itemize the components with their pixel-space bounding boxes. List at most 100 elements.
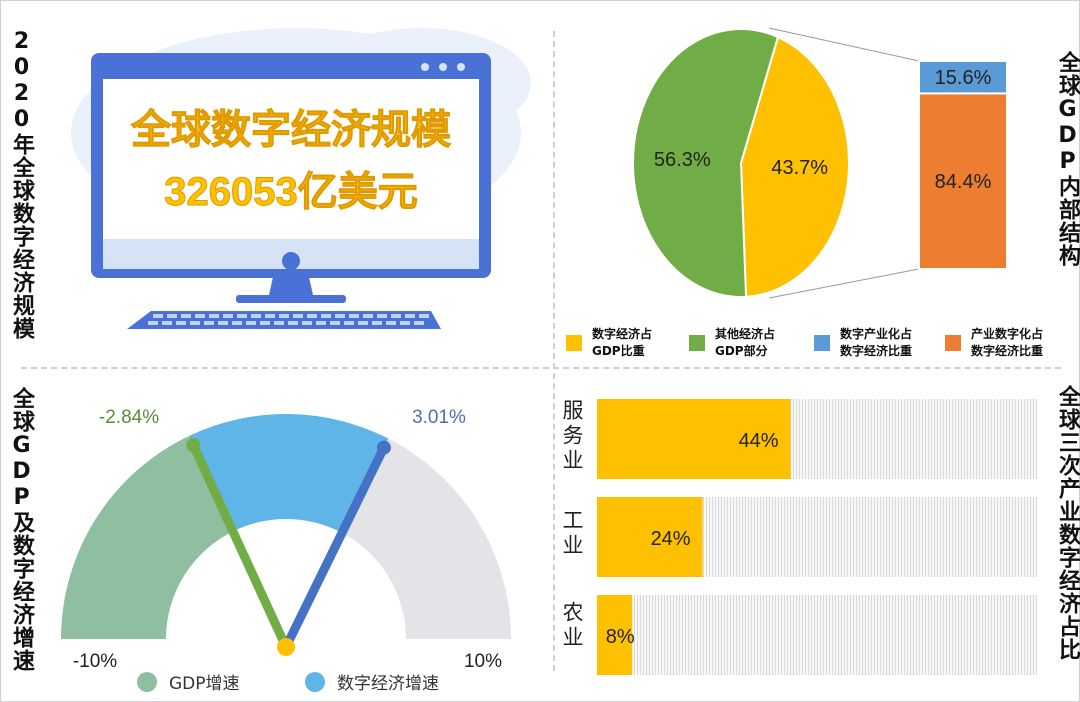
pie-slices xyxy=(632,28,850,298)
legend-swatch xyxy=(945,335,961,351)
breakdown-segment-label: 15.6% xyxy=(935,67,992,89)
bar xyxy=(597,497,703,577)
category-label-agriculture: 农业 xyxy=(560,601,584,651)
legend-item-other-economy: 其他经济占 GDP部分 xyxy=(689,326,775,360)
keyboard-key xyxy=(195,314,205,318)
keyboard-key xyxy=(181,314,191,318)
keyboard-key xyxy=(204,321,214,325)
keyboard-keys xyxy=(148,314,429,325)
keyboard-key xyxy=(391,314,401,318)
keyboard-key xyxy=(335,314,345,318)
power-button-icon xyxy=(282,252,300,270)
pie-slice-label: 43.7% xyxy=(771,157,828,179)
gauge-band xyxy=(340,438,511,639)
keyboard-key xyxy=(372,321,382,325)
keyboard-key xyxy=(316,321,326,325)
bar-chart: 44% 24% 8% xyxy=(597,399,1037,675)
keyboard-key xyxy=(400,321,410,325)
keyboard-key xyxy=(349,314,359,318)
breakdown-segment-label: 84.4% xyxy=(935,171,992,193)
bars: 44% 24% 8% xyxy=(597,399,1037,675)
category-label-services: 服务业 xyxy=(560,399,584,474)
legend-label: 数字产业化占 数字经济比重 xyxy=(840,327,913,358)
top-right-title: 全球GDP内部结构 xyxy=(1055,51,1080,267)
window-dot-icon xyxy=(439,63,447,71)
keyboard-key xyxy=(209,314,219,318)
keyboard-key xyxy=(321,314,331,318)
monitor-screen xyxy=(103,79,479,239)
keyboard-key xyxy=(288,321,298,325)
gauge-needle xyxy=(281,443,389,652)
pie-chart: 43.7% 56.3% 15.6% 84.4% xyxy=(632,27,1008,299)
bar-value-label: 8% xyxy=(606,626,635,648)
keyboard-key xyxy=(358,321,368,325)
gauge-needles xyxy=(186,438,391,656)
keyboard xyxy=(127,311,441,329)
monitor-headline: 全球数字经济规模 xyxy=(130,107,451,152)
legend-item-industrial-digitalization: 产业数字化占 数字经济比重 xyxy=(945,326,1043,360)
keyboard-key xyxy=(148,321,158,325)
legend-item-digital-industrialization: 数字产业化占 数字经济比重 xyxy=(814,326,912,360)
gauge-arcs xyxy=(61,414,511,639)
keyboard-key xyxy=(246,321,256,325)
bar-value-label: 44% xyxy=(739,430,779,452)
vertical-divider xyxy=(553,31,555,671)
connector-line xyxy=(768,268,920,299)
keyboard-key xyxy=(237,314,247,318)
gauge-chart: -10% 10% -2.84% 3.01% xyxy=(61,407,511,671)
keyboard-key xyxy=(293,314,303,318)
keyboard-key xyxy=(377,314,387,318)
keyboard-key xyxy=(344,321,354,325)
keyboard-key xyxy=(302,321,312,325)
monitor-value: 326053亿美元 xyxy=(164,170,417,214)
legend-item-digital-growth: 数字经济增速 xyxy=(305,669,439,694)
gauge-band xyxy=(188,414,389,533)
keyboard-key xyxy=(153,314,163,318)
keyboard-key xyxy=(167,314,177,318)
breakdown-segment xyxy=(918,60,1008,95)
keyboard-key xyxy=(414,321,424,325)
keyboard-key xyxy=(419,314,429,318)
bar xyxy=(597,595,633,675)
breakdown-bar: 15.6% 84.4% xyxy=(918,60,1008,270)
gauge-needle-tip xyxy=(186,438,201,453)
keyboard-key xyxy=(176,321,186,325)
legend-label: 数字经济增速 xyxy=(337,674,439,694)
gauge-band xyxy=(61,436,235,639)
gauge-pivot xyxy=(277,638,295,656)
keyboard-key xyxy=(274,321,284,325)
pie-slice xyxy=(739,35,850,298)
keyboard-key xyxy=(232,321,242,325)
legend-label: GDP增速 xyxy=(169,674,240,694)
keyboard-key xyxy=(405,314,415,318)
legend-swatch xyxy=(814,335,830,351)
gauge-min-label: -10% xyxy=(73,651,117,671)
top-left-title: 2020年全球数字经济规模 xyxy=(9,29,34,340)
keyboard-key xyxy=(218,321,228,325)
legend-swatch xyxy=(689,335,705,351)
keyboard-key xyxy=(363,314,373,318)
breakdown-segment xyxy=(918,92,1008,270)
pie-slice xyxy=(632,28,780,298)
bar-track xyxy=(597,595,1037,675)
bar xyxy=(597,399,791,479)
pie-labels: 43.7% 56.3% xyxy=(654,149,828,179)
digital-growth-label: 3.01% xyxy=(412,407,466,428)
computer-illustration: 全球数字经济规模 326053亿美元 xyxy=(71,28,531,329)
bottom-right-title: 全球三次产业数字经济占比 xyxy=(1055,385,1080,661)
gauge-needle-tip xyxy=(376,440,391,455)
legend-item-gdp-growth: GDP增速 xyxy=(137,669,240,694)
pie-slice-label: 56.3% xyxy=(654,149,711,171)
keyboard-key xyxy=(260,321,270,325)
horizontal-divider xyxy=(21,367,1061,369)
legend-dot xyxy=(305,671,325,692)
legend-label: 数字经济占 GDP比重 xyxy=(592,327,653,358)
category-label-industry: 工业 xyxy=(560,509,584,559)
legend-item-digital-economy: 数字经济占 GDP比重 xyxy=(566,326,652,360)
legend-swatch xyxy=(566,335,582,351)
keyboard-key xyxy=(265,314,275,318)
keyboard-key xyxy=(251,314,261,318)
monitor-stand xyxy=(269,277,313,295)
legend-label: 其他经济占 GDP部分 xyxy=(715,327,776,358)
